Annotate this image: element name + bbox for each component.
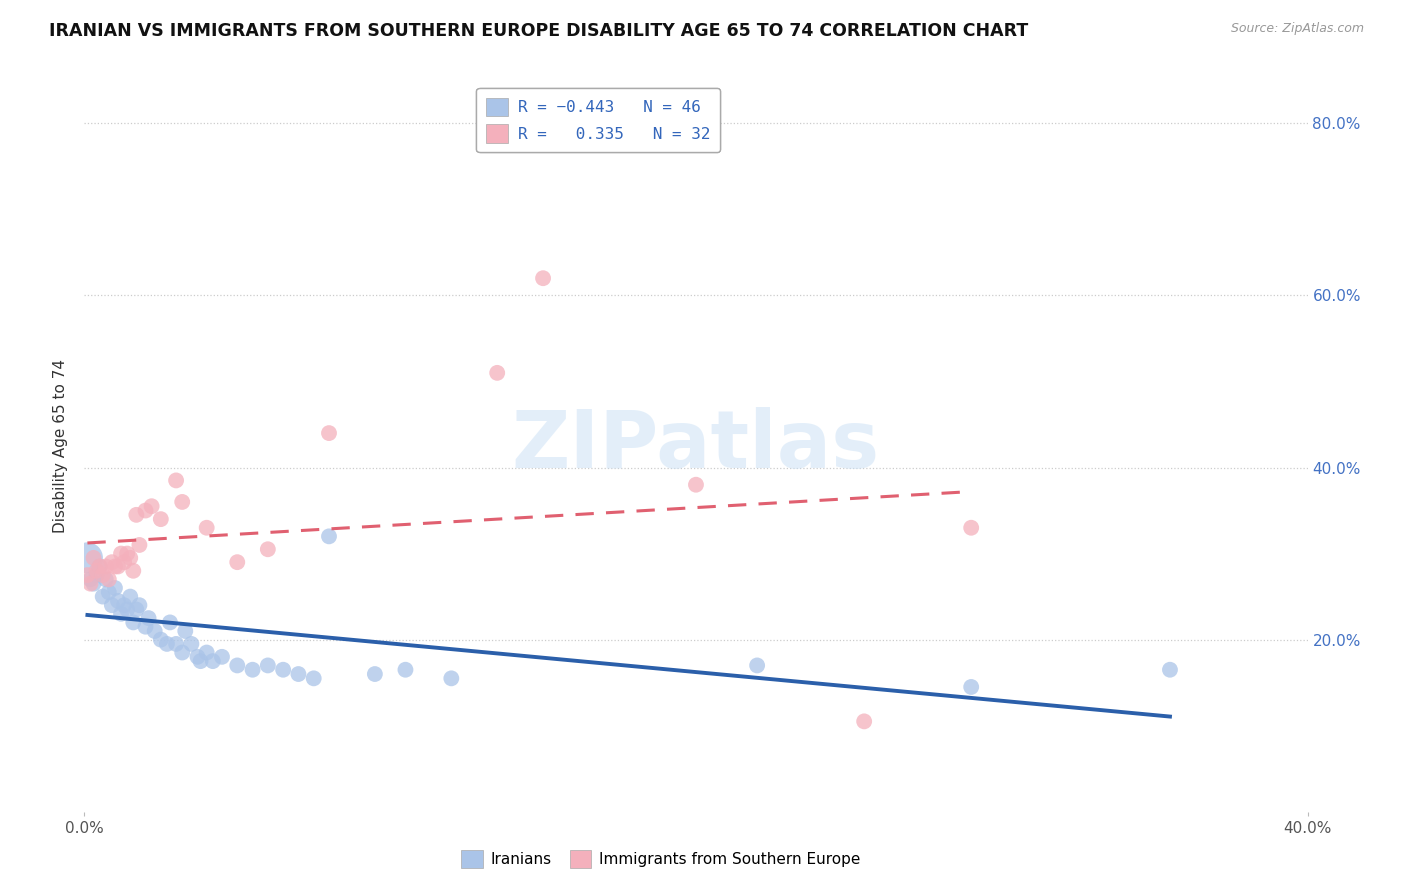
Point	[101, 598, 124, 612]
Point	[960, 680, 983, 694]
Point	[135, 620, 157, 634]
Text: Source: ZipAtlas.com: Source: ZipAtlas.com	[1230, 22, 1364, 36]
Point	[960, 521, 983, 535]
Point	[120, 590, 142, 604]
Text: IRANIAN VS IMMIGRANTS FROM SOUTHERN EUROPE DISABILITY AGE 65 TO 74 CORRELATION C: IRANIAN VS IMMIGRANTS FROM SOUTHERN EURO…	[49, 22, 1028, 40]
Point	[165, 474, 187, 488]
Point	[101, 555, 124, 569]
Point	[486, 366, 509, 380]
Point	[174, 624, 197, 638]
Point	[226, 658, 249, 673]
Point	[128, 598, 150, 612]
Point	[242, 663, 264, 677]
Point	[97, 573, 120, 587]
Point	[302, 671, 325, 685]
Point	[143, 624, 166, 638]
Point	[190, 654, 212, 668]
Point	[125, 508, 148, 522]
Point	[165, 637, 187, 651]
Point	[86, 564, 108, 578]
Point	[257, 658, 280, 673]
Point	[853, 714, 876, 729]
Point	[186, 649, 208, 664]
Point	[86, 568, 108, 582]
Legend: Iranians, Immigrants from Southern Europe: Iranians, Immigrants from Southern Europ…	[456, 844, 866, 873]
Point	[107, 559, 129, 574]
Point	[83, 550, 105, 565]
Point	[1159, 663, 1181, 677]
Point	[76, 550, 98, 565]
Point	[79, 576, 101, 591]
Point	[747, 658, 769, 673]
Point	[110, 547, 132, 561]
Point	[115, 602, 138, 616]
Point	[180, 637, 202, 651]
Point	[149, 632, 172, 647]
Point	[394, 663, 416, 677]
Point	[271, 663, 294, 677]
Point	[104, 581, 127, 595]
Point	[125, 602, 148, 616]
Point	[110, 607, 132, 621]
Point	[107, 594, 129, 608]
Point	[91, 590, 114, 604]
Point	[112, 555, 135, 569]
Point	[211, 649, 233, 664]
Point	[201, 654, 224, 668]
Point	[122, 615, 145, 630]
Y-axis label: Disability Age 65 to 74: Disability Age 65 to 74	[53, 359, 69, 533]
Point	[149, 512, 172, 526]
Point	[115, 547, 138, 561]
Point	[226, 555, 249, 569]
Point	[440, 671, 463, 685]
Point	[94, 559, 117, 574]
Point	[141, 500, 163, 514]
Point	[172, 495, 194, 509]
Point	[104, 559, 127, 574]
Point	[364, 667, 387, 681]
Point	[94, 573, 117, 587]
Point	[318, 529, 340, 543]
Legend: R = −0.443   N = 46, R =   0.335   N = 32: R = −0.443 N = 46, R = 0.335 N = 32	[477, 88, 720, 153]
Point	[89, 559, 111, 574]
Point	[120, 550, 142, 565]
Point	[195, 646, 218, 660]
Point	[531, 271, 554, 285]
Point	[159, 615, 181, 630]
Point	[685, 477, 707, 491]
Point	[79, 573, 101, 587]
Point	[89, 559, 111, 574]
Point	[83, 576, 105, 591]
Point	[91, 568, 114, 582]
Point	[76, 568, 98, 582]
Point	[318, 426, 340, 441]
Point	[156, 637, 179, 651]
Point	[287, 667, 309, 681]
Point	[257, 542, 280, 557]
Point	[172, 646, 194, 660]
Point	[122, 564, 145, 578]
Point	[138, 611, 160, 625]
Point	[195, 521, 218, 535]
Point	[112, 598, 135, 612]
Point	[97, 585, 120, 599]
Point	[135, 503, 157, 517]
Point	[128, 538, 150, 552]
Text: ZIPatlas: ZIPatlas	[512, 407, 880, 485]
